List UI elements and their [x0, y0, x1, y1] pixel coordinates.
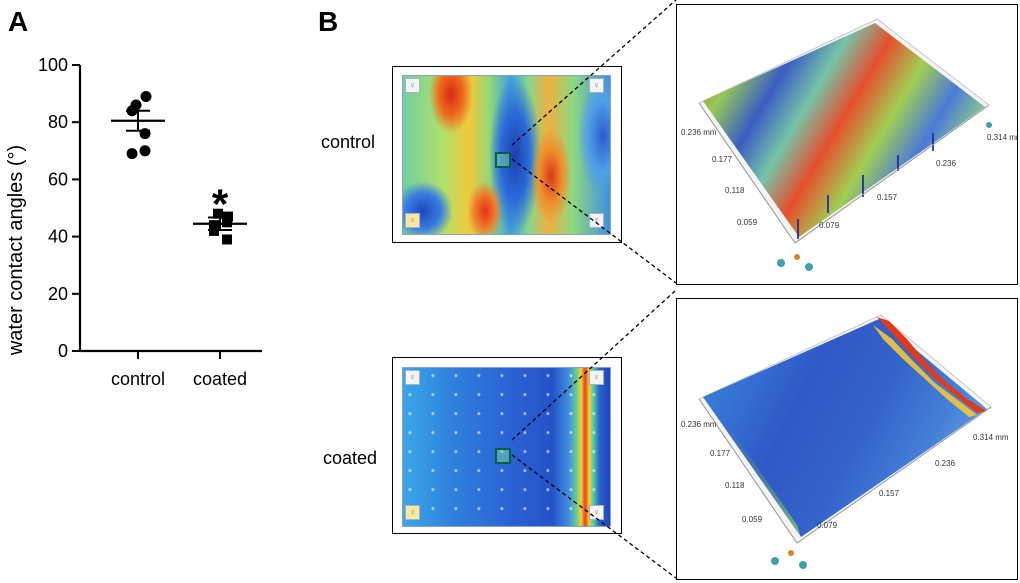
rotation-handle-icon[interactable]	[771, 557, 779, 565]
tick-label: 0.314 mm	[973, 433, 1009, 442]
selection-box-icon	[495, 152, 511, 168]
top-right-light-icon: ♀	[589, 370, 604, 385]
tick-label: 0.059	[737, 218, 758, 227]
rotation-handle-icon[interactable]	[986, 122, 992, 128]
panel-a-label: A	[8, 6, 29, 37]
row-label-coated: coated	[323, 448, 378, 468]
control-3d-view: 0.236 mm 0.314 mm 0.177 0.118 0.059 0.23…	[676, 4, 1018, 285]
row-label-control: control	[321, 132, 376, 152]
data-point-coated	[213, 208, 223, 219]
data-point-coated	[222, 217, 232, 228]
data-point-coated	[209, 220, 219, 231]
tick-label: 0.157	[879, 489, 900, 498]
tick-label: 0.079	[819, 221, 840, 230]
tick-label: 0.236 mm	[681, 420, 717, 429]
top-left-light-icon: ♀	[405, 370, 420, 385]
data-point-control	[126, 148, 138, 160]
tick-label: 0.059	[742, 515, 763, 524]
control-height-map	[402, 75, 611, 235]
control-3d-surface	[703, 23, 985, 237]
tick-label: 0.236	[935, 459, 956, 468]
top-right-light-icon: ♀	[589, 78, 604, 93]
y-axis-label: water contact angles (°)	[5, 145, 27, 356]
y-tick-label: 80	[48, 112, 68, 132]
rotation-handle-icon[interactable]	[777, 259, 785, 267]
x-tick-label-coated: coated	[193, 369, 247, 389]
y-tick-label: 0	[58, 341, 68, 361]
control-height-map-frame: ♀ ♀ ♀ ♀	[392, 66, 622, 243]
y-tick-label: 100	[38, 55, 68, 75]
y-tick-label: 40	[48, 227, 68, 247]
data-point-control	[139, 145, 151, 157]
bottom-right-light-icon: ♀	[589, 505, 604, 520]
tick-label: 0.236	[936, 159, 957, 168]
selection-box-icon	[495, 448, 511, 464]
panel-b-label: B	[318, 6, 339, 37]
rotation-handle-icon[interactable]	[799, 561, 807, 569]
bottom-left-light-icon: ♀	[405, 505, 420, 520]
bottom-left-light-icon: ♀	[405, 213, 420, 228]
tick-label: 0.157	[877, 193, 898, 202]
x-tick-label-control: control	[111, 369, 165, 389]
coated-3d-surface	[703, 319, 987, 537]
data-point-coated	[222, 234, 232, 245]
tick-label: 0.118	[725, 186, 745, 195]
coated-3d-front-edge	[703, 397, 801, 537]
tick-label: 0.314 mm	[987, 133, 1017, 142]
tick-label: 0.177	[710, 449, 731, 458]
contact-angle-chart: water contact angles (°) 0 20 40 60 80 100 con…	[5, 55, 262, 389]
bottom-right-light-icon: ♀	[589, 213, 604, 228]
rotation-handle-icon[interactable]	[794, 254, 800, 260]
tick-label: 0.118	[725, 481, 745, 490]
y-tick-label: 20	[48, 284, 68, 304]
rotation-handle-icon[interactable]	[805, 263, 813, 271]
top-left-light-icon: ♀	[405, 78, 420, 93]
tick-label: 0.079	[817, 521, 838, 530]
tick-label: 0.177	[712, 155, 733, 164]
tick-label: 0.236 mm	[681, 128, 717, 137]
coated-3d-ridge	[877, 317, 987, 413]
coated-3d-view: 0.236 mm 0.314 mm 0.177 0.118 0.059 0.23…	[676, 298, 1018, 580]
data-point-control	[140, 90, 152, 102]
rotation-handle-icon[interactable]	[788, 550, 794, 556]
y-tick-label: 60	[48, 169, 68, 189]
significance-asterisk: *	[212, 181, 229, 228]
coated-height-map-frame: ♀ ♀ ♀ ♀	[392, 357, 622, 534]
coated-height-map	[402, 367, 611, 527]
